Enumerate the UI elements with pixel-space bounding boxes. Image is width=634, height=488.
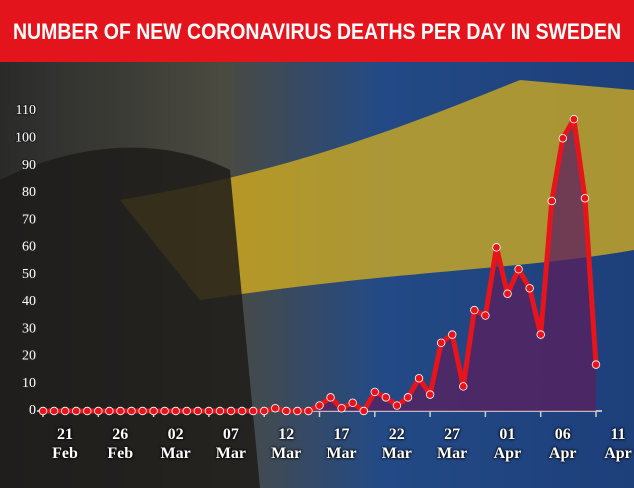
flag-band bbox=[120, 80, 634, 300]
plot: 0 10 20 30 40 50 60 70 80 90 100 110 bbox=[14, 102, 602, 419]
x-tick-label: 17 Mar bbox=[326, 426, 357, 462]
point bbox=[116, 406, 125, 416]
point bbox=[359, 406, 368, 416]
point bbox=[60, 406, 70, 416]
point bbox=[71, 406, 81, 416]
point bbox=[403, 393, 413, 402]
figure-silhouette bbox=[0, 147, 260, 488]
point bbox=[271, 404, 280, 413]
point bbox=[182, 406, 191, 416]
y-tick-label: 110 bbox=[16, 103, 36, 118]
point bbox=[149, 406, 158, 416]
point bbox=[547, 196, 556, 206]
point bbox=[248, 406, 258, 416]
y-tick-label: 70 bbox=[22, 212, 36, 227]
x-tick-label: 21 Feb bbox=[52, 426, 78, 462]
point bbox=[237, 406, 247, 416]
x-tick-label: 02 Mar bbox=[160, 426, 191, 462]
x-tick-label: 22 Mar bbox=[381, 426, 412, 462]
point bbox=[138, 406, 147, 416]
x-tick-label: 07 Mar bbox=[215, 426, 246, 462]
x-tick-label: 27 Mar bbox=[436, 426, 468, 462]
point bbox=[83, 406, 92, 416]
point bbox=[127, 406, 136, 416]
point bbox=[304, 406, 313, 416]
point bbox=[348, 398, 357, 408]
point bbox=[94, 406, 103, 416]
point bbox=[448, 330, 457, 339]
y-tick-label: 90 bbox=[22, 158, 36, 173]
point bbox=[591, 360, 601, 369]
point bbox=[337, 404, 346, 413]
point bbox=[492, 243, 501, 252]
point bbox=[425, 390, 435, 399]
point bbox=[204, 406, 214, 416]
point bbox=[49, 406, 59, 416]
y-tick-label: 0 bbox=[29, 403, 36, 418]
x-tick-label: 06 Apr bbox=[548, 426, 577, 462]
point bbox=[580, 194, 590, 203]
x-tick-label: 11 Apr bbox=[604, 426, 632, 462]
point bbox=[392, 401, 402, 410]
x-tick-label: 12 Mar bbox=[271, 426, 302, 462]
x-tick-label: 01 Apr bbox=[493, 426, 522, 462]
y-tick-label: 40 bbox=[22, 294, 36, 309]
point bbox=[558, 134, 568, 143]
point bbox=[326, 393, 335, 402]
point bbox=[470, 305, 479, 315]
y-tick-label: 60 bbox=[22, 240, 36, 255]
y-tick-label: 30 bbox=[22, 321, 36, 336]
point bbox=[459, 382, 468, 391]
point bbox=[436, 338, 446, 348]
y-tick-label: 20 bbox=[22, 349, 36, 364]
y-tick-label: 50 bbox=[22, 267, 36, 282]
point bbox=[38, 406, 48, 416]
point bbox=[282, 406, 291, 416]
area bbox=[43, 119, 596, 411]
point bbox=[171, 406, 180, 416]
point bbox=[503, 289, 512, 298]
point bbox=[193, 406, 203, 416]
y-tick-label: 80 bbox=[22, 185, 36, 200]
x-tick-label: 26 Feb bbox=[107, 426, 134, 462]
title-banner bbox=[0, 0, 634, 62]
point bbox=[481, 311, 490, 320]
y-tick-label: 10 bbox=[22, 376, 36, 391]
point bbox=[293, 406, 302, 416]
point bbox=[260, 406, 269, 416]
point bbox=[536, 330, 545, 339]
point bbox=[215, 406, 225, 416]
point bbox=[315, 401, 324, 410]
point bbox=[381, 393, 391, 402]
y-tick-label: 100 bbox=[15, 130, 36, 145]
point bbox=[160, 406, 169, 416]
point bbox=[105, 406, 114, 416]
point bbox=[226, 406, 236, 416]
point bbox=[525, 284, 534, 293]
chart-title: NUMBER OF NEW CORONAVIRUS DEATHS PER DAY… bbox=[13, 19, 621, 44]
point bbox=[569, 114, 579, 124]
point bbox=[370, 387, 379, 397]
point bbox=[514, 264, 523, 274]
point bbox=[414, 374, 424, 383]
